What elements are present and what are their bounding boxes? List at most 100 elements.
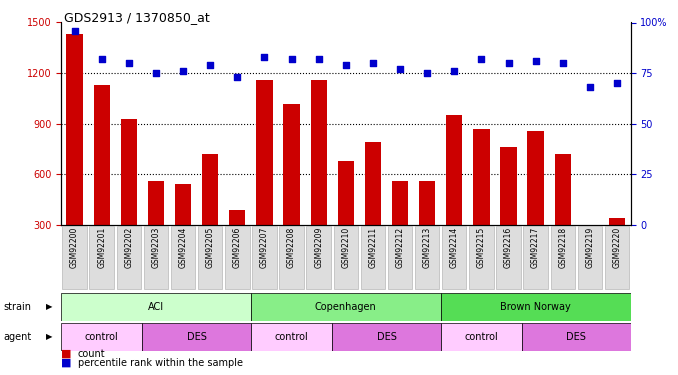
Text: DES: DES — [566, 332, 586, 342]
FancyBboxPatch shape — [61, 322, 142, 351]
FancyBboxPatch shape — [251, 322, 332, 351]
FancyBboxPatch shape — [62, 226, 87, 290]
Text: GSM92214: GSM92214 — [450, 227, 459, 268]
Text: control: control — [464, 332, 498, 342]
Text: GSM92208: GSM92208 — [287, 227, 296, 268]
FancyBboxPatch shape — [251, 292, 441, 321]
FancyBboxPatch shape — [279, 226, 304, 290]
Text: GDS2913 / 1370850_at: GDS2913 / 1370850_at — [64, 11, 210, 24]
Text: strain: strain — [3, 302, 31, 312]
Text: GSM92216: GSM92216 — [504, 227, 513, 268]
Point — [232, 74, 243, 80]
Point — [584, 84, 595, 90]
Bar — [202, 154, 218, 276]
Text: ■: ■ — [61, 349, 71, 359]
Text: GSM92204: GSM92204 — [178, 227, 188, 268]
Text: GSM92207: GSM92207 — [260, 227, 269, 268]
Bar — [473, 129, 490, 276]
FancyBboxPatch shape — [89, 226, 114, 290]
Bar — [582, 266, 598, 276]
Bar — [446, 116, 462, 276]
Text: GSM92220: GSM92220 — [612, 227, 622, 268]
FancyBboxPatch shape — [415, 226, 439, 290]
FancyBboxPatch shape — [388, 226, 412, 290]
Text: GSM92218: GSM92218 — [558, 227, 567, 268]
FancyBboxPatch shape — [605, 226, 629, 290]
Text: GSM92211: GSM92211 — [368, 227, 378, 268]
Point — [503, 60, 514, 66]
Bar — [338, 161, 354, 276]
FancyBboxPatch shape — [61, 292, 251, 321]
Bar — [121, 118, 137, 276]
FancyBboxPatch shape — [551, 226, 575, 290]
Point — [395, 66, 405, 72]
Text: control: control — [85, 332, 119, 342]
Point — [123, 60, 134, 66]
Text: GSM92206: GSM92206 — [233, 227, 242, 268]
Text: Brown Norway: Brown Norway — [500, 302, 571, 312]
Point — [286, 56, 297, 62]
Point — [530, 58, 541, 64]
Point — [422, 70, 433, 76]
Text: percentile rank within the sample: percentile rank within the sample — [78, 357, 243, 368]
Text: DES: DES — [186, 332, 207, 342]
Bar — [527, 130, 544, 276]
Text: GSM92202: GSM92202 — [124, 227, 134, 268]
Text: agent: agent — [3, 332, 32, 342]
Text: GSM92219: GSM92219 — [585, 227, 595, 268]
Text: ACI: ACI — [148, 302, 164, 312]
FancyBboxPatch shape — [469, 226, 494, 290]
FancyBboxPatch shape — [441, 322, 522, 351]
Text: ■: ■ — [61, 357, 71, 368]
Bar — [311, 80, 327, 276]
FancyBboxPatch shape — [252, 226, 277, 290]
Text: GSM92217: GSM92217 — [531, 227, 540, 268]
FancyBboxPatch shape — [361, 226, 385, 290]
FancyBboxPatch shape — [225, 226, 250, 290]
Bar — [609, 218, 625, 276]
Text: ▶: ▶ — [46, 302, 53, 311]
Text: count: count — [78, 349, 106, 359]
Point — [476, 56, 487, 62]
FancyBboxPatch shape — [441, 292, 631, 321]
FancyBboxPatch shape — [496, 226, 521, 290]
FancyBboxPatch shape — [306, 226, 331, 290]
Bar — [175, 184, 191, 276]
Text: control: control — [275, 332, 308, 342]
FancyBboxPatch shape — [144, 226, 168, 290]
Text: ▶: ▶ — [46, 332, 53, 341]
Point — [205, 62, 216, 68]
Bar — [500, 147, 517, 276]
Bar — [229, 210, 245, 276]
Point — [151, 70, 161, 76]
Text: GSM92209: GSM92209 — [314, 227, 323, 268]
Text: GSM92201: GSM92201 — [97, 227, 106, 268]
FancyBboxPatch shape — [332, 322, 441, 351]
Bar — [365, 142, 381, 276]
FancyBboxPatch shape — [442, 226, 466, 290]
Bar — [94, 85, 110, 276]
Text: Copenhagen: Copenhagen — [315, 302, 377, 312]
Text: GSM92213: GSM92213 — [422, 227, 432, 268]
FancyBboxPatch shape — [522, 322, 631, 351]
Bar — [392, 181, 408, 276]
FancyBboxPatch shape — [171, 226, 195, 290]
Point — [178, 68, 188, 74]
Point — [612, 80, 622, 86]
Point — [69, 28, 80, 34]
Text: DES: DES — [376, 332, 397, 342]
Text: GSM92203: GSM92203 — [151, 227, 161, 268]
Text: GSM92200: GSM92200 — [70, 227, 79, 268]
Text: GSM92210: GSM92210 — [341, 227, 351, 268]
Bar — [419, 181, 435, 276]
Text: GSM92205: GSM92205 — [205, 227, 215, 268]
Bar — [66, 34, 83, 276]
Text: GSM92212: GSM92212 — [395, 227, 405, 268]
FancyBboxPatch shape — [142, 322, 251, 351]
FancyBboxPatch shape — [198, 226, 222, 290]
Point — [557, 60, 568, 66]
Point — [340, 62, 351, 68]
Bar — [256, 80, 273, 276]
Bar — [148, 181, 164, 276]
Point — [367, 60, 378, 66]
